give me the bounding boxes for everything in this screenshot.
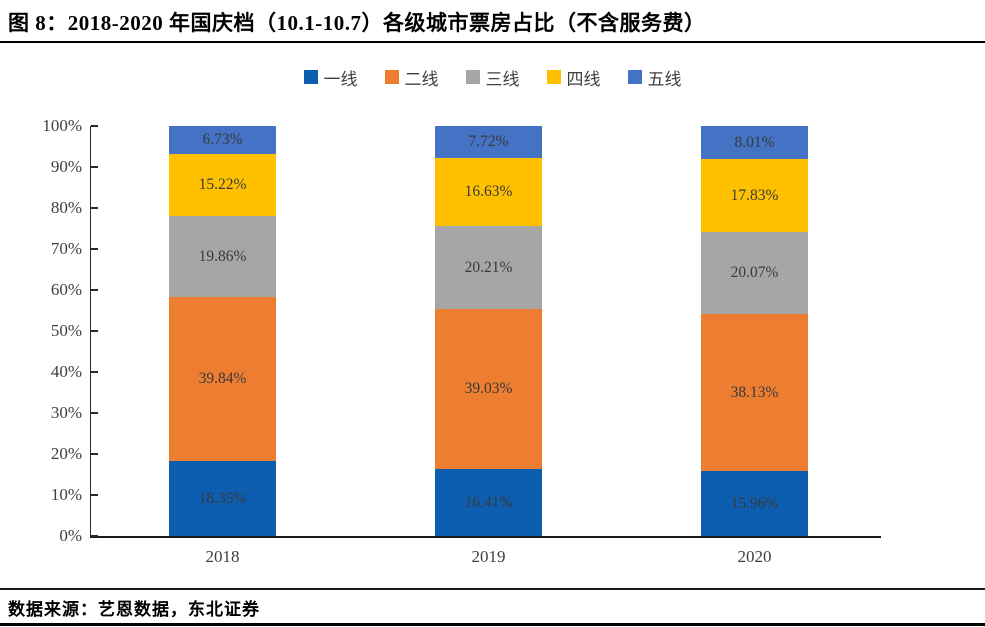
- y-tick-label: 90%: [50, 157, 82, 176]
- legend-label: 三线: [485, 69, 520, 89]
- bar-value-label: 15.96%: [730, 494, 779, 512]
- bar-segment-一线: 16.41%: [435, 468, 542, 536]
- bar-value-label: 6.73%: [202, 131, 243, 149]
- y-tick-mark: [91, 248, 98, 250]
- bar-value-label: 39.84%: [198, 370, 247, 388]
- y-tick-mark: [91, 166, 98, 168]
- chart-legend: 一线 二线 三线 四线 五线: [0, 64, 985, 90]
- y-tick-label: 0%: [59, 526, 82, 545]
- bar-value-label: 15.22%: [198, 176, 247, 194]
- plot-area: 6.73% 15.22% 19.86% 39.84% 18.35% 7.72% 16.63%…: [90, 125, 881, 538]
- legend-item-五线: 五线: [627, 65, 682, 90]
- y-tick-mark: [91, 494, 98, 496]
- bar-segment-三线: 20.21%: [435, 225, 542, 309]
- bar-segment-二线: 39.84%: [169, 297, 276, 461]
- y-tick-label: 30%: [50, 403, 82, 422]
- source-divider-line: [0, 588, 985, 590]
- bar-segment-一线: 18.35%: [169, 460, 276, 536]
- x-axis: 2018 2019 2020: [0, 547, 985, 571]
- y-tick-label: 100%: [42, 116, 82, 135]
- bar-value-label: 16.63%: [464, 183, 513, 201]
- y-tick-label: 10%: [50, 485, 82, 504]
- legend-swatch-icon: [546, 70, 561, 84]
- legend-swatch-icon: [465, 70, 480, 84]
- legend-swatch-icon: [303, 70, 318, 84]
- x-axis-label-2020: 2020: [737, 547, 772, 566]
- bar-value-label: 20.07%: [730, 264, 779, 282]
- bar-2018: 6.73% 15.22% 19.86% 39.84% 18.35%: [169, 126, 276, 536]
- x-axis-label-2019: 2019: [471, 547, 506, 566]
- legend-label: 二线: [404, 69, 439, 89]
- bar-value-label: 18.35%: [198, 489, 247, 507]
- bar-value-label: 8.01%: [734, 133, 775, 151]
- data-source: 数据来源：艺恩数据，东北证券: [8, 600, 260, 619]
- bar-2019: 7.72% 16.63% 20.21% 39.03% 16.41%: [435, 126, 542, 536]
- x-axis-label-2018: 2018: [205, 547, 240, 566]
- y-tick-label: 50%: [50, 321, 82, 340]
- y-tick-label: 80%: [50, 198, 82, 217]
- y-tick-mark: [91, 125, 98, 127]
- bar-segment-五线: 7.72%: [435, 126, 542, 158]
- bar-value-label: 39.03%: [464, 379, 513, 397]
- bar-segment-二线: 39.03%: [435, 308, 542, 469]
- legend-swatch-icon: [384, 70, 399, 84]
- legend-swatch-icon: [627, 70, 642, 84]
- figure-title-bar: 图 8：2018-2020 年国庆档（10.1-10.7）各级城市票房占比（不含…: [0, 0, 985, 43]
- bar-segment-二线: 38.13%: [701, 314, 808, 471]
- legend-item-三线: 三线: [465, 65, 520, 90]
- bar-value-label: 17.83%: [730, 186, 779, 204]
- bottom-border-line: [0, 623, 985, 626]
- y-tick-mark: [91, 453, 98, 455]
- bar-value-label: 20.21%: [464, 258, 513, 276]
- legend-item-二线: 二线: [384, 65, 439, 90]
- bar-value-label: 7.72%: [468, 133, 509, 151]
- legend-item-一线: 一线: [303, 65, 358, 90]
- bar-segment-一线: 15.96%: [701, 470, 808, 536]
- y-tick-mark: [91, 207, 98, 209]
- bar-segment-四线: 16.63%: [435, 157, 542, 226]
- legend-label: 一线: [323, 69, 358, 89]
- bar-segment-五线: 8.01%: [701, 126, 808, 159]
- y-tick-label: 20%: [50, 444, 82, 463]
- legend-label: 四线: [566, 69, 601, 89]
- y-axis: 0% 10% 20% 30% 40% 50% 60% 70% 80% 90% 100%: [0, 116, 82, 545]
- y-tick-mark: [91, 330, 98, 332]
- y-tick-label: 60%: [50, 280, 82, 299]
- y-tick-mark: [91, 371, 98, 373]
- bar-value-label: 16.41%: [464, 493, 513, 511]
- legend-label: 五线: [647, 69, 682, 89]
- bar-value-label: 19.86%: [198, 247, 247, 265]
- y-tick-mark: [91, 412, 98, 414]
- y-tick-mark: [91, 289, 98, 291]
- legend-item-四线: 四线: [546, 65, 601, 90]
- bar-2020: 8.01% 17.83% 20.07% 38.13% 15.96%: [701, 126, 808, 536]
- figure-title: 图 8：2018-2020 年国庆档（10.1-10.7）各级城市票房占比（不含…: [8, 11, 706, 35]
- bar-value-label: 38.13%: [730, 383, 779, 401]
- bar-segment-四线: 17.83%: [701, 158, 808, 232]
- bar-segment-三线: 20.07%: [701, 231, 808, 315]
- y-tick-mark: [91, 535, 98, 537]
- y-tick-label: 70%: [50, 239, 82, 258]
- bar-segment-四线: 15.22%: [169, 153, 276, 216]
- y-tick-label: 40%: [50, 362, 82, 381]
- bar-segment-五线: 6.73%: [169, 126, 276, 154]
- bar-segment-三线: 19.86%: [169, 216, 276, 298]
